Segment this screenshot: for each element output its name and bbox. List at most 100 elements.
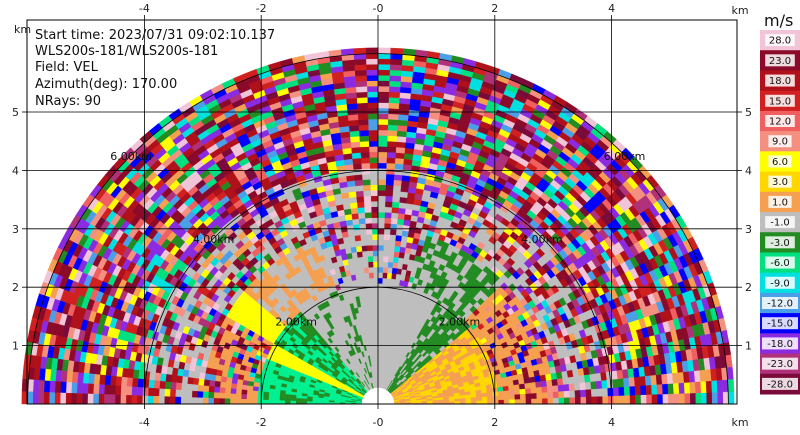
velocity-bin — [673, 393, 680, 405]
velocity-bin — [394, 152, 405, 159]
velocity-bin — [392, 185, 402, 192]
velocity-bin — [595, 380, 603, 389]
velocity-bin — [389, 75, 402, 82]
velocity-bin — [481, 396, 488, 401]
velocity-bin — [365, 233, 373, 241]
velocity-bin — [369, 173, 379, 180]
velocity-bin — [583, 374, 591, 383]
velocity-bin — [360, 239, 368, 247]
velocity-bin — [366, 74, 379, 82]
velocity-bin — [374, 305, 379, 312]
velocity-bin — [366, 91, 379, 98]
velocity-bin — [584, 381, 592, 390]
velocity-bin — [370, 195, 379, 202]
velocity-bin — [377, 299, 382, 306]
velocity-bin — [362, 190, 371, 197]
velocity-bin — [357, 118, 369, 126]
velocity-bin — [684, 392, 691, 405]
velocity-bin — [514, 393, 521, 400]
velocity-bin — [366, 244, 373, 252]
velocity-bin — [711, 391, 719, 405]
velocity-bin — [365, 63, 379, 71]
velocity-bin — [596, 395, 603, 405]
velocity-bin — [672, 382, 680, 394]
velocity-bin — [612, 378, 619, 388]
velocity-bin — [546, 385, 554, 393]
velocity-bin — [354, 179, 363, 187]
velocity-bin — [579, 381, 587, 391]
velocity-bin — [530, 392, 538, 399]
velocity-bin — [377, 151, 388, 158]
velocity-bin — [377, 63, 391, 71]
velocity-bin — [396, 124, 408, 132]
velocity-bin — [651, 384, 658, 395]
velocity-bin — [356, 97, 368, 104]
velocity-bin — [498, 399, 505, 405]
velocity-bin — [563, 390, 570, 398]
velocity-bin — [359, 228, 367, 236]
velocity-bin — [383, 244, 390, 252]
velocity-bin — [377, 107, 389, 114]
velocity-bin — [635, 394, 642, 405]
velocity-bin — [355, 195, 365, 203]
velocity-bin — [361, 168, 371, 175]
velocity-bin — [388, 97, 400, 104]
velocity-bin — [377, 222, 385, 229]
velocity-bin — [377, 228, 385, 235]
velocity-bin — [367, 255, 374, 263]
velocity-bin — [552, 384, 559, 393]
velocity-bin — [492, 399, 499, 405]
velocity-bin — [524, 382, 531, 389]
velocity-bin — [716, 379, 724, 393]
velocity-bin — [389, 58, 403, 66]
velocity-bin — [525, 398, 532, 405]
velocity-bin — [629, 385, 636, 396]
velocity-bin — [392, 262, 399, 269]
velocity-bin — [393, 174, 403, 181]
velocity-bin — [377, 321, 382, 328]
velocity-bin — [375, 327, 379, 333]
velocity-bin — [377, 168, 387, 175]
velocity-bin — [377, 113, 389, 120]
velocity-bin — [624, 394, 631, 405]
velocity-bin — [377, 233, 385, 240]
velocity-bin — [366, 69, 379, 76]
velocity-bin — [706, 392, 713, 405]
velocity-bin — [629, 394, 636, 405]
velocity-bin — [382, 266, 388, 274]
velocity-bin — [371, 217, 379, 224]
velocity-bin — [377, 124, 389, 131]
velocity-bin — [377, 283, 383, 290]
velocity-bin — [377, 327, 381, 333]
velocity-bin — [547, 397, 554, 405]
velocity-bin — [363, 267, 370, 274]
velocity-bin — [377, 200, 386, 208]
velocity-bin — [390, 217, 398, 225]
velocity-bin — [377, 157, 387, 164]
velocity-bin — [645, 384, 653, 395]
velocity-bin — [368, 151, 379, 158]
velocity-bin — [348, 124, 360, 132]
velocity-bin — [634, 385, 642, 396]
velocity-bin — [381, 288, 387, 295]
velocity-bin — [391, 206, 399, 214]
velocity-bin — [397, 207, 406, 215]
velocity-bin — [545, 379, 553, 387]
velocity-bin — [389, 64, 402, 71]
velocity-bin — [503, 390, 510, 396]
velocity-bin — [470, 400, 477, 405]
velocity-bin — [640, 385, 647, 396]
velocity-bin — [364, 278, 370, 285]
velocity-bin — [377, 179, 387, 186]
velocity-bin — [377, 255, 384, 262]
velocity-bin — [372, 266, 379, 273]
velocity-bin — [573, 382, 581, 391]
velocity-bin — [393, 251, 400, 258]
velocity-bin — [617, 377, 625, 388]
velocity-bin — [391, 267, 398, 274]
velocity-bin — [606, 379, 614, 389]
velocity-bin — [381, 277, 388, 284]
velocity-bin — [384, 299, 390, 307]
velocity-bin — [362, 179, 371, 186]
velocity-bin — [503, 394, 510, 400]
